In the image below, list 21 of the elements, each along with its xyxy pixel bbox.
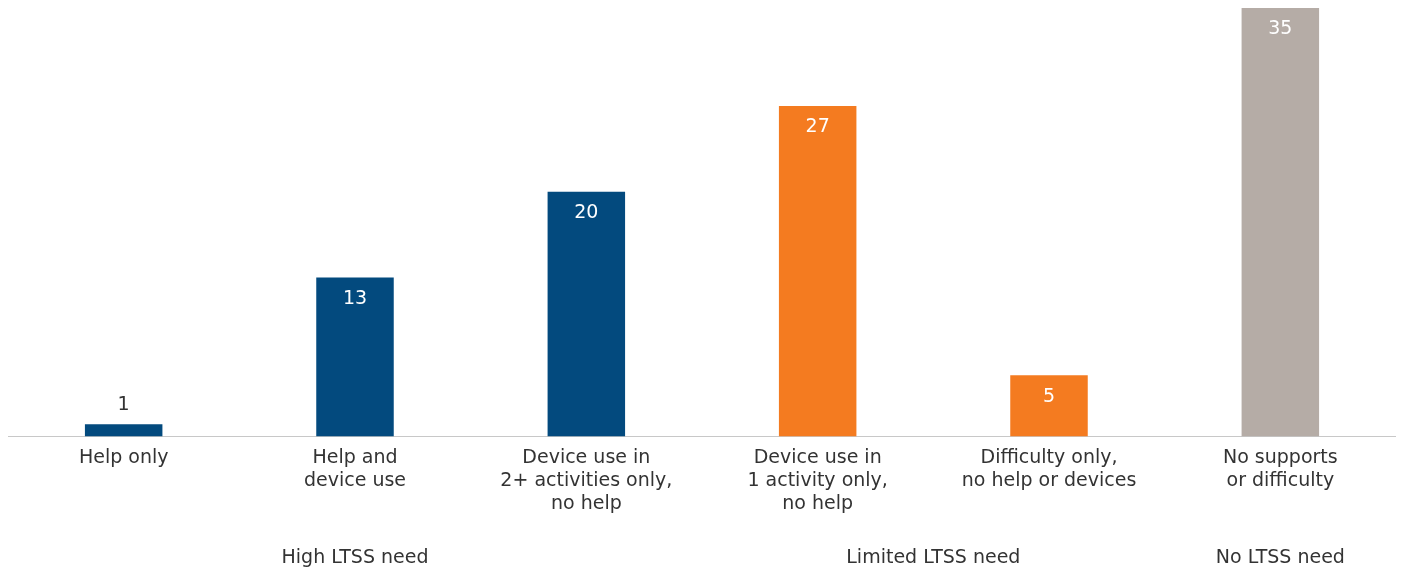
x-tick-label: No supports or difficulty xyxy=(1222,444,1338,490)
data-label: 5 xyxy=(1042,383,1056,406)
x-tick-label: Device use in 2+ activities only, no help xyxy=(500,444,673,513)
data-label: 13 xyxy=(342,285,368,308)
bar xyxy=(547,191,626,437)
data-label: 1 xyxy=(117,391,130,414)
x-tick-label: Difficulty only, no help or devices xyxy=(961,444,1137,490)
bar xyxy=(316,277,394,437)
bar xyxy=(84,424,163,437)
text: Limited LTSS need xyxy=(846,545,1021,567)
data-label: 27 xyxy=(805,114,830,137)
text: No LTSS need xyxy=(1215,545,1345,567)
x-tick-label: Help and device use xyxy=(303,444,407,490)
x-tick-label: Device use in 1 activity only, no help xyxy=(747,444,888,513)
bar xyxy=(1241,8,1320,437)
data-label: 20 xyxy=(574,200,599,223)
bar xyxy=(1010,375,1088,437)
bar xyxy=(778,105,857,437)
text: High LTSS need xyxy=(281,545,429,567)
data-label: 35 xyxy=(1268,16,1293,39)
x-tick-label: Help only xyxy=(78,444,169,467)
